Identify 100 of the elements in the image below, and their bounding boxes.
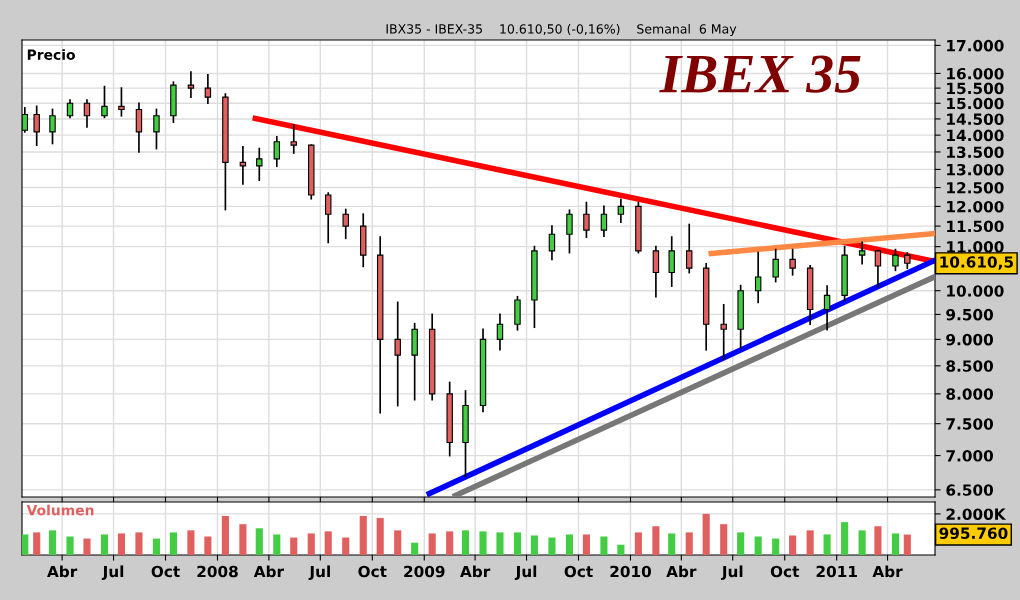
y-tick-label: 10.000 (947, 285, 1004, 297)
bar (702, 513, 710, 555)
bar (307, 533, 315, 555)
bar (359, 515, 367, 555)
candlestick (273, 135, 281, 168)
candlestick (892, 248, 899, 272)
chart-title: IBEX 35 (659, 55, 861, 93)
bar (428, 533, 436, 555)
bar (754, 536, 762, 555)
bar (169, 532, 177, 555)
bar (100, 534, 109, 555)
candlestick (858, 241, 866, 265)
bar (891, 533, 900, 555)
candlestick (187, 71, 195, 98)
bar (239, 524, 247, 555)
bar (668, 533, 676, 555)
x-tick-label: Abr (460, 565, 491, 578)
candlestick (686, 223, 693, 274)
y-axis-title: Precio (27, 49, 75, 60)
y-tick-label: 2.000K (946, 508, 1007, 520)
bar (530, 535, 538, 555)
candlestick (83, 99, 91, 128)
candlestick (583, 201, 590, 238)
bar (772, 538, 780, 555)
bar (152, 538, 161, 555)
bar (600, 536, 608, 555)
bar (117, 533, 125, 555)
bar (22, 534, 29, 555)
y-tick-label: 12.000 (947, 200, 1004, 213)
x-tick-label: 2011 (816, 565, 857, 578)
y-tick-label: 9.000 (946, 333, 994, 346)
candlestick (153, 108, 160, 150)
text: 10.610,5 (940, 256, 1013, 270)
bar (411, 542, 419, 555)
x-tick-label: Abr (47, 565, 78, 578)
x-tick-label: Jul (101, 565, 124, 581)
bar (874, 526, 882, 555)
candlestick (101, 85, 108, 119)
bar (290, 537, 298, 555)
bar (737, 532, 745, 555)
x-tick-label: 2009 (404, 565, 445, 578)
y-tick-label: 11.500 (947, 220, 1004, 233)
bar (513, 532, 522, 555)
y-tick-label: 14.000 (947, 129, 1004, 142)
x-tick-label: 2010 (610, 565, 652, 578)
candlestick (617, 198, 625, 223)
bar (789, 535, 797, 555)
candlestick (290, 123, 297, 154)
candlestick (239, 146, 247, 185)
bar (685, 532, 693, 555)
bar (634, 532, 642, 555)
candlestick (496, 313, 504, 351)
y-tick-label: 16.000 (947, 67, 1004, 80)
x-tick-label: 2008 (197, 565, 238, 578)
bar (394, 530, 402, 555)
y-tick-label: 11.000 (947, 241, 1004, 253)
bar (83, 538, 91, 555)
bar (66, 536, 74, 555)
candlestick (600, 205, 608, 238)
y-tick-label: 8.000 (946, 388, 994, 400)
candlestick (135, 102, 143, 153)
y-tick-label: 13.500 (947, 146, 1004, 158)
bar (858, 530, 866, 555)
bar (479, 531, 487, 555)
candlestick (772, 248, 779, 283)
x-tick-label: Oct (358, 565, 387, 578)
bar (823, 534, 831, 555)
y-tick-label: 9.500 (946, 308, 994, 321)
candlestick (754, 251, 762, 304)
bar (187, 530, 195, 555)
bar (903, 534, 911, 555)
bar (342, 537, 350, 555)
x-tick-label: Abr (666, 565, 697, 578)
bar (204, 536, 212, 555)
candlestick (256, 147, 263, 182)
y-tick-label: 15.000 (947, 97, 1004, 110)
y-tick-label: 15.500 (947, 82, 1004, 95)
bar (841, 522, 849, 555)
candlestick (324, 192, 332, 244)
y-tick-label: 14.500 (947, 113, 1004, 125)
bar (255, 528, 263, 555)
bar (376, 518, 384, 555)
bar (617, 544, 625, 555)
y-tick-label: 7.500 (946, 418, 994, 430)
candlestick (789, 248, 796, 276)
x-tick-label: Abr (253, 565, 284, 578)
bar (273, 534, 281, 555)
bar (446, 531, 454, 555)
x-tick-label: Oct (564, 565, 593, 578)
bar (548, 537, 556, 555)
bar (33, 532, 41, 555)
y-tick-label: 6.500 (946, 484, 994, 496)
bar (461, 530, 470, 555)
candlestick (394, 301, 401, 407)
bar (806, 530, 814, 555)
y-tick-label: 13.000 (947, 163, 1004, 176)
chart-subtitle: IBX35 - IBEX-35 10.610,50 (-0,16%) Semanal 6 May (386, 23, 737, 37)
y-tick-label: 7.000 (946, 450, 994, 462)
x-tick-label: Oct (151, 565, 180, 578)
x-tick-label: Abr (872, 565, 903, 578)
